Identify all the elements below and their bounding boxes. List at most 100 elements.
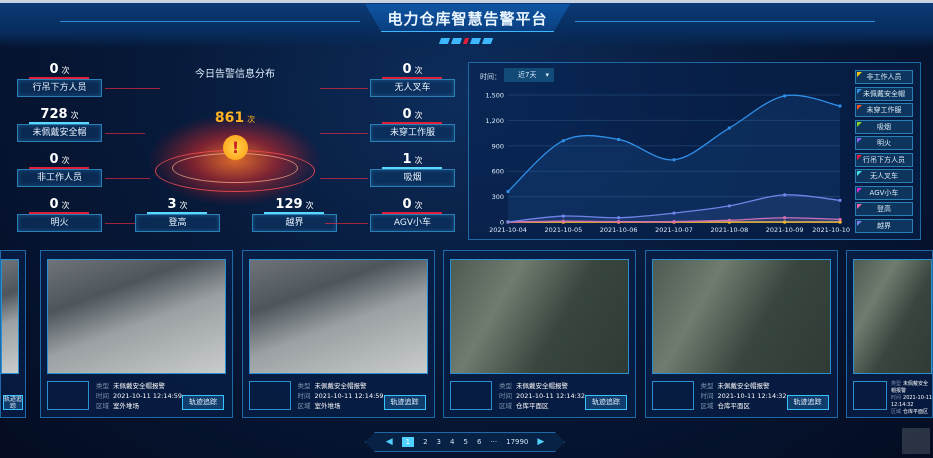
alarm-info: 类型 未佩戴安全帽报警 时间 2021-10-11 12:14:59 区域 室外堆场 bbox=[298, 381, 384, 411]
x-tick-label: 2021-10-06 bbox=[600, 226, 638, 234]
y-tick-label: 0 bbox=[500, 219, 504, 227]
data-point bbox=[783, 216, 787, 220]
last-page-number[interactable]: 17990 bbox=[506, 438, 529, 446]
stat-open-fire: 0 次明火 bbox=[17, 197, 102, 232]
series-area bbox=[508, 217, 840, 222]
camera-snapshot[interactable] bbox=[1, 259, 19, 374]
camera-snapshot[interactable] bbox=[248, 259, 428, 374]
info-row-time: 时间 2021-10-11 12:14:59 bbox=[298, 391, 384, 401]
legend-color-marker bbox=[857, 187, 862, 193]
page-number[interactable]: 6 bbox=[476, 438, 482, 446]
legend-color-marker bbox=[857, 204, 862, 209]
info-key: 类型 bbox=[700, 382, 714, 390]
snapshot-thumbnail[interactable] bbox=[450, 381, 492, 410]
time-range-select[interactable]: 近7天 bbox=[504, 68, 554, 82]
legend-label: 非工作人员 bbox=[866, 73, 902, 81]
floating-corner-button[interactable] bbox=[902, 428, 930, 454]
count-unit: 次 bbox=[61, 66, 70, 75]
legend-item[interactable]: 未佩戴安全帽 bbox=[855, 86, 913, 101]
camera-snapshot[interactable] bbox=[651, 259, 831, 374]
snapshot-thumbnail[interactable] bbox=[248, 381, 291, 410]
stat-label[interactable]: 行吊下方人员 bbox=[17, 79, 102, 97]
legend-label: 未佩戴安全帽 bbox=[863, 89, 905, 98]
connector-line bbox=[105, 133, 145, 134]
track-button[interactable]: 轨迹追踪 bbox=[585, 395, 627, 410]
count-value: 0 bbox=[49, 62, 59, 77]
next-page-icon[interactable]: ▶ bbox=[537, 437, 545, 447]
prev-page-icon[interactable]: ◀ bbox=[385, 437, 393, 447]
data-point bbox=[506, 189, 510, 194]
page-number[interactable]: 3 bbox=[436, 438, 442, 446]
stat-label[interactable]: 越界 bbox=[252, 214, 337, 232]
stat-label[interactable]: 登高 bbox=[135, 214, 220, 232]
legend-color-marker bbox=[857, 154, 862, 160]
track-button[interactable]: 轨迹追踪 bbox=[182, 395, 224, 410]
stat-label[interactable]: 明火 bbox=[17, 214, 102, 232]
legend-color-marker bbox=[857, 88, 862, 94]
alarm-card: 类型 未佩戴安全帽报警 时间 2021-10-11 12:14:59 区域 室外堆场 轨迹追… bbox=[40, 250, 233, 418]
alarm-card: 类型 未佩戴安全帽报警 时间 2021-10-11 12:14:32 区域 仓库平面区 轨迹… bbox=[443, 250, 636, 418]
info-key: 区域 bbox=[700, 402, 714, 410]
data-point bbox=[727, 126, 731, 130]
stat-smoking: 1 次吸烟 bbox=[370, 152, 455, 187]
snapshot-thumbnail[interactable] bbox=[853, 381, 887, 410]
y-tick-label: 1,500 bbox=[485, 92, 504, 100]
count-unit: 次 bbox=[414, 111, 423, 120]
camera-snapshot[interactable] bbox=[47, 259, 226, 374]
page-number[interactable]: 1 bbox=[401, 437, 415, 447]
legend-item[interactable]: AGV小车 bbox=[855, 185, 913, 200]
info-key: 区域 bbox=[297, 402, 311, 410]
stat-count: 728 次 bbox=[17, 107, 102, 122]
data-point bbox=[727, 204, 731, 208]
series-area bbox=[508, 194, 840, 222]
stat-bar bbox=[264, 212, 324, 214]
stat-bar bbox=[382, 167, 442, 169]
legend-item[interactable]: 非工作人员 bbox=[855, 70, 913, 84]
legend-item[interactable]: 行吊下方人员 bbox=[855, 152, 913, 167]
legend-item[interactable]: 无人叉车 bbox=[855, 169, 913, 183]
legend-item[interactable]: 登高 bbox=[855, 202, 913, 216]
stat-label[interactable]: 吸烟 bbox=[370, 169, 455, 187]
page-number[interactable]: 2 bbox=[423, 438, 428, 446]
x-tick-label: 2021-10-09 bbox=[766, 226, 804, 234]
snapshot-thumbnail[interactable] bbox=[651, 381, 694, 410]
page-number[interactable]: 4 bbox=[450, 438, 455, 446]
stat-label[interactable]: 无人叉车 bbox=[370, 79, 455, 97]
stat-label[interactable]: 未穿工作服 bbox=[370, 124, 455, 142]
data-point bbox=[838, 104, 842, 108]
legend-item[interactable]: 越界 bbox=[855, 218, 913, 233]
distribution-title: 今日告警信息分布 bbox=[195, 69, 275, 80]
data-point bbox=[838, 198, 842, 203]
track-button[interactable]: 轨迹追踪 bbox=[786, 395, 829, 410]
x-tick-label: 2021-10-05 bbox=[544, 226, 582, 234]
stat-bar bbox=[29, 122, 89, 124]
y-tick-label: 600 bbox=[492, 168, 504, 176]
legend-item[interactable]: 未穿工作服 bbox=[855, 103, 913, 117]
stat-label[interactable]: AGV小车 bbox=[370, 214, 455, 232]
legend-item[interactable]: 明火 bbox=[855, 136, 913, 150]
data-point bbox=[617, 219, 621, 224]
camera-snapshot[interactable] bbox=[450, 259, 629, 374]
count-unit: 次 bbox=[61, 156, 70, 165]
count-value: 0 bbox=[402, 62, 412, 77]
info-value: 2021-10-11 12:14:32 bbox=[516, 392, 586, 400]
connector-line bbox=[105, 178, 150, 179]
legend-item[interactable]: 吸烟 bbox=[855, 119, 913, 134]
count-unit: 次 bbox=[70, 111, 79, 120]
info-value: 未佩戴安全帽报警 bbox=[113, 382, 165, 390]
info-row-type: 类型 未佩戴安全帽报警 bbox=[96, 381, 182, 391]
alarm-card: 类型 未佩戴安全帽报警 时间 2021-10-11 12:14:59 区域 室外堆场 轨迹追… bbox=[241, 250, 435, 418]
page-number[interactable]: 5 bbox=[463, 438, 468, 446]
stat-label[interactable]: 未佩戴安全帽 bbox=[17, 124, 102, 142]
stat-label[interactable]: 非工作人员 bbox=[17, 169, 102, 187]
snapshot-thumbnail[interactable] bbox=[47, 381, 89, 410]
x-tick-label: 2021-10-08 bbox=[710, 226, 748, 234]
camera-snapshot[interactable] bbox=[853, 259, 932, 374]
count-unit: 次 bbox=[179, 201, 188, 210]
stat-bar bbox=[382, 212, 442, 214]
track-button[interactable]: 轨迹追踪 bbox=[3, 395, 23, 410]
track-button[interactable]: 轨迹追踪 bbox=[383, 395, 426, 410]
